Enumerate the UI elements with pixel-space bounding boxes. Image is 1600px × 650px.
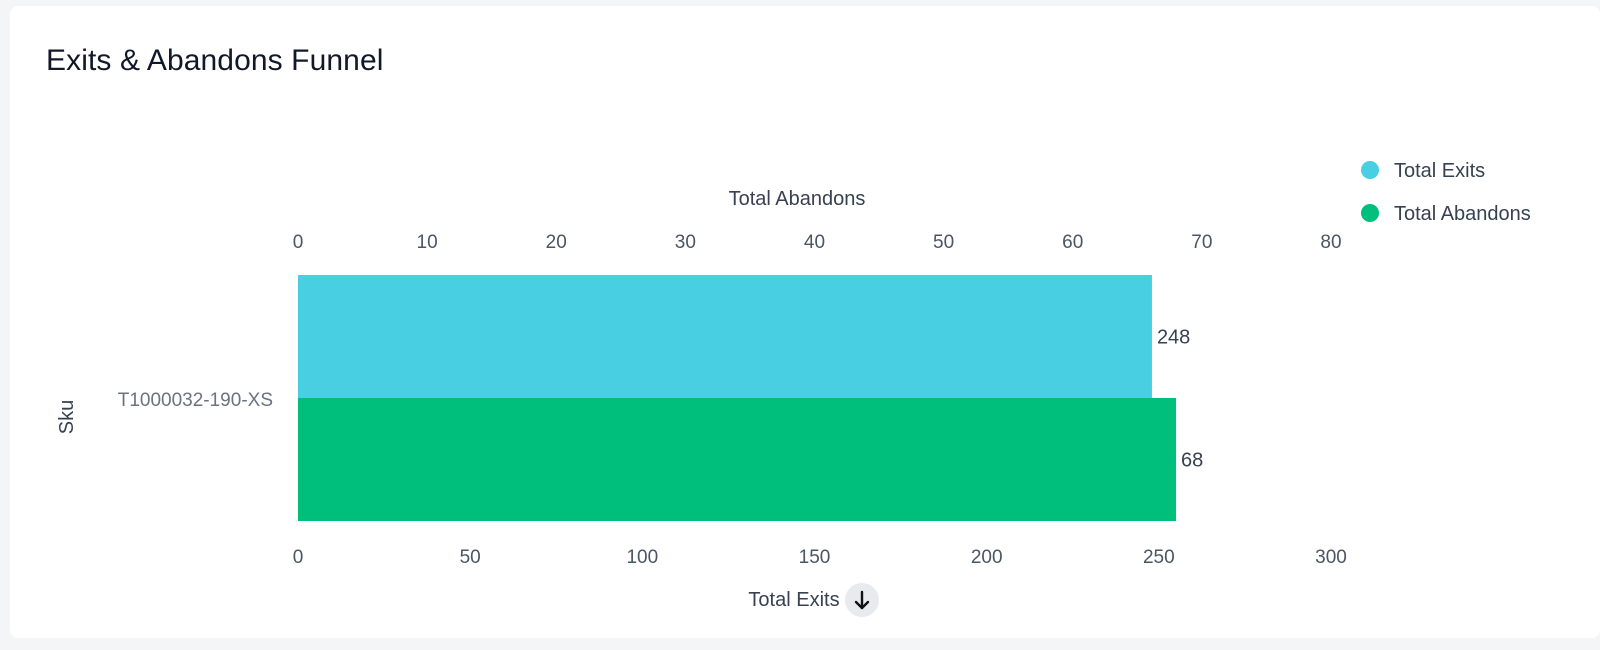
sort-descending-button[interactable] — [845, 583, 879, 617]
category-label: T1000032-190-XS — [118, 390, 273, 411]
bottom-axis-tick: 0 — [293, 547, 304, 568]
bottom-axis-title-group: Total Exits — [748, 583, 879, 617]
top-axis-tick: 50 — [933, 232, 954, 253]
chart-title: Exits & Abandons Funnel — [46, 44, 384, 77]
legend-label-abandons[interactable]: Total Abandons — [1394, 203, 1531, 225]
legend-swatch-abandons[interactable] — [1361, 204, 1379, 222]
legend-swatch-exits[interactable] — [1361, 161, 1379, 179]
bottom-axis-tick: 50 — [460, 547, 481, 568]
bottom-axis-tick: 100 — [626, 547, 658, 568]
top-axis-tick: 40 — [804, 232, 825, 253]
bottom-axis-tick: 300 — [1315, 547, 1347, 568]
top-axis-tick: 60 — [1062, 232, 1083, 253]
top-axis-tick: 20 — [546, 232, 567, 253]
top-axis-title: Total Abandons — [729, 188, 866, 210]
bottom-axis-tick: 200 — [971, 547, 1003, 568]
data-label-total-exits: 248 — [1157, 327, 1190, 349]
legend-item-abandons[interactable]: Total Abandons — [1361, 203, 1531, 225]
bar-total-abandons[interactable] — [298, 398, 1177, 521]
bottom-axis-tick: 150 — [799, 547, 831, 568]
legend-label-exits[interactable]: Total Exits — [1394, 160, 1485, 182]
top-x-axis: 0 10 20 30 40 50 60 70 80 — [293, 232, 1342, 253]
top-axis-tick: 70 — [1191, 232, 1212, 253]
top-axis-tick: 10 — [417, 232, 438, 253]
top-axis-tick: 30 — [675, 232, 696, 253]
data-labels: 248 68 — [1157, 327, 1203, 472]
bars — [298, 275, 1177, 521]
top-axis-tick: 80 — [1320, 232, 1341, 253]
y-axis-title: Sku — [56, 400, 78, 434]
bottom-axis-title: Total Exits — [748, 589, 839, 611]
legend: Total Exits Total Abandons — [1361, 160, 1531, 225]
bottom-x-axis: 0 50 100 150 200 250 300 — [293, 547, 1347, 568]
legend-item-exits[interactable]: Total Exits — [1361, 160, 1485, 182]
bottom-axis-tick: 250 — [1143, 547, 1175, 568]
bar-total-exits[interactable] — [298, 275, 1152, 398]
top-axis-tick: 0 — [293, 232, 304, 253]
arrow-down-icon[interactable] — [854, 590, 870, 610]
data-label-total-abandons: 68 — [1181, 450, 1203, 472]
